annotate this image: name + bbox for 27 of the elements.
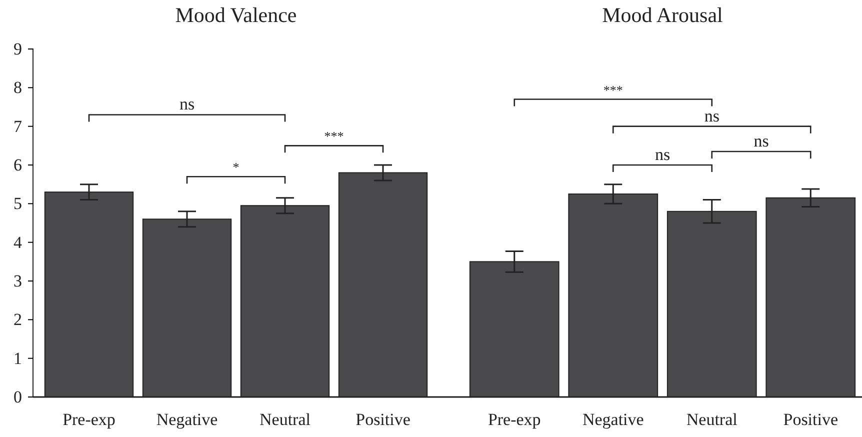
x-tick-label: Neutral <box>260 410 311 430</box>
x-tick-label: Positive <box>783 410 838 430</box>
y-tick-label: 4 <box>14 232 22 252</box>
annotation: ns <box>654 145 670 164</box>
y-tick-label: 8 <box>14 78 22 98</box>
chart-title: Mood Arousal <box>602 3 724 27</box>
annotation: *** <box>324 128 344 144</box>
annotation: * <box>232 160 240 175</box>
y-tick-label: 9 <box>14 39 22 58</box>
x-tick-label: Negative <box>156 410 218 430</box>
y-tick-label: 2 <box>14 310 22 330</box>
chart-title: Mood Valence <box>175 3 297 27</box>
y-tick-label: 1 <box>14 348 22 368</box>
y-tick-label: 6 <box>14 155 22 174</box>
annotation: ns <box>754 131 769 150</box>
annotation: *** <box>603 82 623 98</box>
x-tick-label: Pre-exp <box>488 410 541 430</box>
annotation: ns <box>704 106 720 126</box>
annotation: ns <box>179 94 195 114</box>
y-tick-label: 3 <box>14 271 22 290</box>
x-tick-label: Pre-exp <box>62 410 116 430</box>
y-tick-label: 7 <box>14 116 22 136</box>
x-tick-label: Positive <box>356 410 410 430</box>
x-tick-label: Neutral <box>686 410 738 430</box>
y-tick-label: 0 <box>14 387 22 406</box>
x-tick-label: Negative <box>582 410 644 430</box>
y-tick-label: 5 <box>14 194 22 214</box>
